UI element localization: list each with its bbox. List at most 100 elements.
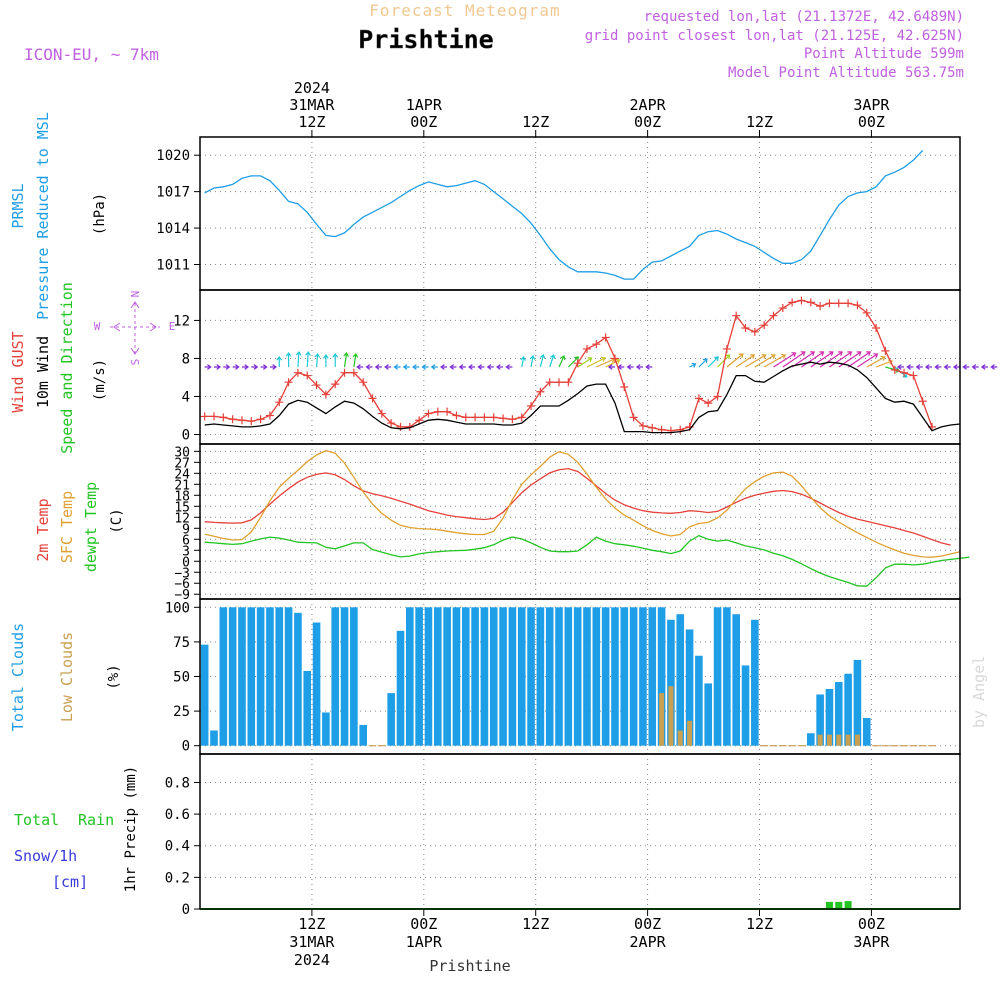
wind-ytick-label-3: 12 xyxy=(173,313,190,329)
wind-direction-arrow-5 xyxy=(251,364,259,370)
total-cloud-bar-55 xyxy=(713,607,722,746)
gust-marker-17 xyxy=(359,378,368,387)
wind-direction-arrow-23 xyxy=(412,364,420,370)
gust-marker-8 xyxy=(275,398,284,407)
wind-direction-arrow-63 xyxy=(819,351,843,368)
temperature-series-2m-temp xyxy=(204,467,951,546)
gust-marker-4 xyxy=(237,416,246,425)
gust-marker-23 xyxy=(415,416,424,425)
gust-marker-69 xyxy=(844,299,853,308)
wind-direction-arrow-7 xyxy=(269,364,277,370)
gust-marker-0 xyxy=(200,412,209,421)
gust-marker-6 xyxy=(256,415,265,424)
gust-marker-58 xyxy=(741,324,750,333)
wind-direction-arrow-37 xyxy=(549,354,556,368)
total-cloud-bar-53 xyxy=(695,655,703,746)
clouds-ytick-label-0: 0 xyxy=(182,739,190,755)
gust-marker-33 xyxy=(508,415,517,424)
gust-marker-16 xyxy=(349,368,358,377)
gust-marker-20 xyxy=(387,419,396,428)
wind-direction-arrow-20 xyxy=(384,364,392,370)
location-title: Prishtine xyxy=(358,25,493,54)
top-time-label-3-2: 00Z xyxy=(634,113,661,131)
wind-direction-arrow-3 xyxy=(232,364,240,370)
wind-direction-arrow-14 xyxy=(332,352,339,367)
wind-direction-arrow-31 xyxy=(486,364,494,370)
temperature-ytick-label-11: 24 xyxy=(174,467,190,482)
wind-direction-arrow-40 xyxy=(577,357,593,368)
gust-marker-74 xyxy=(890,365,899,374)
gust-marker-65 xyxy=(806,298,815,307)
pressure-frame xyxy=(199,136,961,291)
low-cloud-bar-67 xyxy=(826,734,832,746)
total-cloud-bar-66 xyxy=(816,694,824,746)
temperature-ytick-label-13: 30 xyxy=(174,445,190,460)
pressure-label-1: PRMSL xyxy=(9,183,27,228)
bottom-time-label-2-0: 12Z xyxy=(522,915,549,933)
wind-direction-arrow-32 xyxy=(496,364,504,370)
point-altitude: Point Altitude 599m xyxy=(804,46,964,62)
wind-direction-arrow-17 xyxy=(356,364,364,370)
wind-direction-arrow-2 xyxy=(223,364,231,370)
top-time-label-0-0: 2024 xyxy=(294,79,330,97)
gust-label: Wind GUST xyxy=(9,331,27,412)
total-cloud-bar-10 xyxy=(294,612,302,746)
wind-direction-arrow-79 xyxy=(962,364,970,370)
total-cloud-bar-38 xyxy=(555,607,563,746)
total-cloud-bar-34 xyxy=(517,607,526,746)
wind-direction-arrow-44 xyxy=(607,364,615,370)
total-clouds-label: Total Clouds xyxy=(9,623,27,731)
low-cloud-bar-66 xyxy=(817,734,823,746)
temperature-ytick-label-10: 21 xyxy=(174,478,190,493)
wind-direction-arrow-21 xyxy=(393,364,401,370)
gust-marker-36 xyxy=(536,387,545,396)
low-cloud-bar-69 xyxy=(845,734,851,746)
wind-direction-arrow-36 xyxy=(539,354,546,368)
wind-direction-arrow-57 xyxy=(763,353,787,368)
low-cloud-bar-50 xyxy=(668,686,674,746)
total-cloud-bar-51 xyxy=(676,614,685,746)
total-cloud-bar-68 xyxy=(834,682,843,746)
total-cloud-bar-42 xyxy=(592,607,601,746)
low-cloud-bar-49 xyxy=(659,693,665,746)
wind-direction-arrow-74 xyxy=(915,364,923,370)
clouds-ytick-label-3: 75 xyxy=(173,635,190,651)
top-time-label-4-2: 12Z xyxy=(746,113,773,131)
wind-direction-arrow-64 xyxy=(829,351,853,368)
compass-horizontal-arrows xyxy=(113,322,157,332)
total-cloud-bar-58 xyxy=(741,665,750,746)
wind-direction-arrow-82 xyxy=(990,364,998,370)
wind-direction-arrow-10 xyxy=(295,350,302,368)
product-title: Forecast Meteogram xyxy=(369,1,560,20)
precip-total-label: Total xyxy=(14,811,59,829)
top-time-label-0-2: 12Z xyxy=(298,113,325,131)
wind-ytick-label-0: 0 xyxy=(182,427,190,443)
sfc-label: SFC Temp xyxy=(58,491,76,563)
gust-marker-59 xyxy=(750,327,759,336)
wind-direction-arrow-28 xyxy=(458,364,466,370)
temperature-ytick-label-12: 27 xyxy=(174,456,190,471)
total-cloud-bar-49 xyxy=(657,607,666,746)
total-cloud-bar-35 xyxy=(527,607,535,746)
wind-direction-arrow-58 xyxy=(773,352,797,368)
total-cloud-bar-1 xyxy=(210,730,218,746)
gust-marker-71 xyxy=(862,308,871,317)
panel-clouds: 0 25 50 75 100 xyxy=(165,598,961,755)
model-altitude: Model Point Altitude 563.75m xyxy=(728,65,964,81)
precipitation-ytick-label-4: 0.8 xyxy=(165,775,190,791)
wind-direction-arrow-72 xyxy=(897,364,905,370)
dewpt-label: dewpt Temp xyxy=(82,482,100,572)
total-cloud-bar-69 xyxy=(844,673,852,746)
gust-marker-53 xyxy=(694,394,703,403)
total-cloud-bar-45 xyxy=(620,607,629,746)
credit-text: by Angel xyxy=(970,656,988,728)
wind-direction-arrow-22 xyxy=(402,364,410,370)
rain-bar-2 xyxy=(835,901,843,909)
compass-horizontal xyxy=(110,322,160,332)
panel-pressure: 1011 1014 1017 1020 xyxy=(156,136,961,291)
gust-marker-75 xyxy=(900,368,909,377)
gust-marker-32 xyxy=(499,414,508,423)
temperature-ytick-label-4: 3 xyxy=(182,544,190,559)
total-cloud-bar-47 xyxy=(639,607,647,746)
